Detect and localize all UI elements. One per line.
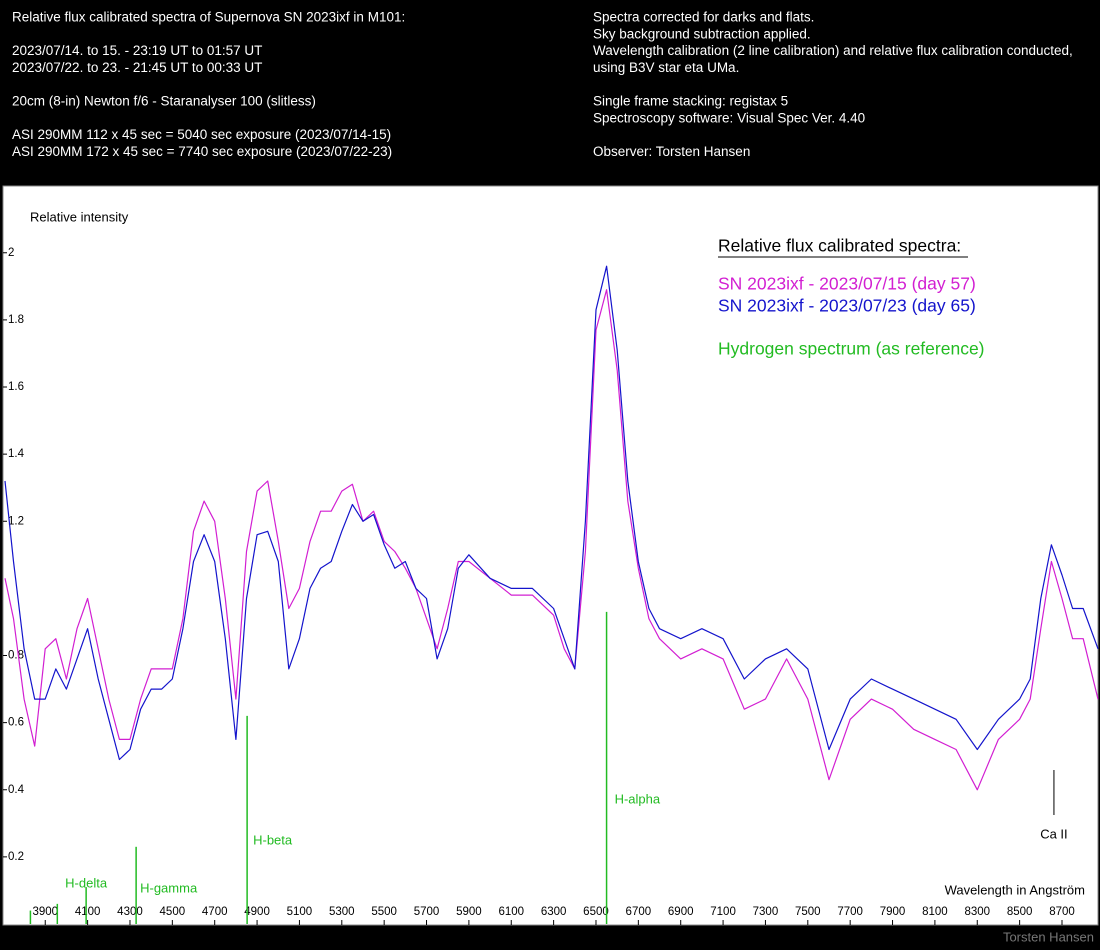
x-tick-label: 7700 bbox=[837, 906, 863, 918]
x-tick-label: 4100 bbox=[75, 906, 101, 918]
x-tick-label: 6700 bbox=[626, 906, 652, 918]
x-tick-label: 7900 bbox=[880, 906, 906, 918]
header-line: Wavelength calibration (2 line calibrati… bbox=[593, 43, 1073, 58]
header-line: 2023/07/14. to 15. - 23:19 UT to 01:57 U… bbox=[12, 43, 262, 58]
x-tick-label: 8700 bbox=[1049, 906, 1075, 918]
x-tick-label: 8500 bbox=[1007, 906, 1033, 918]
x-tick-label: 4500 bbox=[160, 906, 186, 918]
header-line: Single frame stacking: registax 5 bbox=[593, 94, 788, 109]
header-line: using B3V star eta UMa. bbox=[593, 60, 739, 75]
y-tick-label: 0.4 bbox=[8, 784, 25, 796]
x-tick-label: 5900 bbox=[456, 906, 482, 918]
header-line: Spectroscopy software: Visual Spec Ver. … bbox=[593, 110, 865, 125]
legend-entry: SN 2023ixf - 2023/07/15 (day 57) bbox=[718, 274, 976, 294]
x-tick-label: 6500 bbox=[583, 906, 609, 918]
y-tick-label: 2 bbox=[8, 247, 14, 259]
x-tick-label: 6100 bbox=[498, 906, 524, 918]
y-axis-label: Relative intensity bbox=[30, 209, 129, 224]
annotation-label: Ca II bbox=[1040, 826, 1067, 841]
x-tick-label: 7300 bbox=[753, 906, 779, 918]
header-line: Spectra corrected for darks and flats. bbox=[593, 10, 814, 25]
header-line: 20cm (8-in) Newton f/6 - Staranalyser 10… bbox=[12, 94, 316, 109]
x-tick-label: 5100 bbox=[287, 906, 313, 918]
reference-label: H-delta bbox=[65, 875, 108, 890]
x-tick-label: 3900 bbox=[32, 906, 58, 918]
header-line: ASI 290MM 112 x 45 sec = 5040 sec exposu… bbox=[12, 127, 391, 142]
x-tick-label: 4900 bbox=[244, 906, 270, 918]
y-tick-label: 0.6 bbox=[8, 717, 24, 729]
credit: Torsten Hansen bbox=[1003, 929, 1094, 944]
header-line: Sky background subtraction applied. bbox=[593, 26, 811, 41]
reference-label: H-gamma bbox=[140, 880, 198, 895]
y-tick-label: 0.8 bbox=[8, 650, 24, 662]
x-tick-label: 5500 bbox=[371, 906, 397, 918]
x-tick-label: 8100 bbox=[922, 906, 948, 918]
reference-label: H-beta bbox=[253, 832, 293, 847]
header-line: ASI 290MM 172 x 45 sec = 7740 sec exposu… bbox=[12, 144, 392, 159]
plot-area bbox=[2, 185, 1099, 926]
header-line: 2023/07/22. to 23. - 21:45 UT to 00:33 U… bbox=[12, 60, 262, 75]
x-tick-label: 6300 bbox=[541, 906, 567, 918]
y-tick-label: 1.8 bbox=[8, 314, 24, 326]
reference-label: H-alpha bbox=[615, 791, 661, 806]
plot: 0.2 0.4 0.6 0.8 1.2 1.4 1.6 1.8 2 3900 4100 4300 450… bbox=[3, 209, 1099, 925]
y-tick-label: 1.4 bbox=[8, 448, 25, 460]
spectrum-line bbox=[4, 265, 1099, 761]
y-tick-label: 1.2 bbox=[8, 515, 24, 527]
header-line: Observer: Torsten Hansen bbox=[593, 144, 750, 159]
x-tick-label: 4300 bbox=[117, 906, 143, 918]
header-line: Relative flux calibrated spectra of Supe… bbox=[12, 10, 405, 25]
header: Relative flux calibrated spectra of Supe… bbox=[12, 10, 1073, 159]
x-tick-label: 6900 bbox=[668, 906, 694, 918]
y-tick-label: 0.2 bbox=[8, 851, 24, 863]
y-tick-label: 1.6 bbox=[8, 381, 24, 393]
x-tick-label: 8300 bbox=[964, 906, 990, 918]
x-tick-label: 5700 bbox=[414, 906, 440, 918]
legend-entry: SN 2023ixf - 2023/07/23 (day 65) bbox=[718, 296, 976, 316]
x-tick-label: 7100 bbox=[710, 906, 736, 918]
x-tick-label: 7500 bbox=[795, 906, 821, 918]
x-axis-label: Wavelength in Angström bbox=[945, 882, 1085, 897]
legend-title: Relative flux calibrated spectra: bbox=[718, 236, 961, 256]
x-tick-label: 5300 bbox=[329, 906, 355, 918]
spectrum-line bbox=[4, 289, 1099, 791]
legend-entry: Hydrogen spectrum (as reference) bbox=[718, 339, 985, 359]
x-tick-label: 4700 bbox=[202, 906, 228, 918]
